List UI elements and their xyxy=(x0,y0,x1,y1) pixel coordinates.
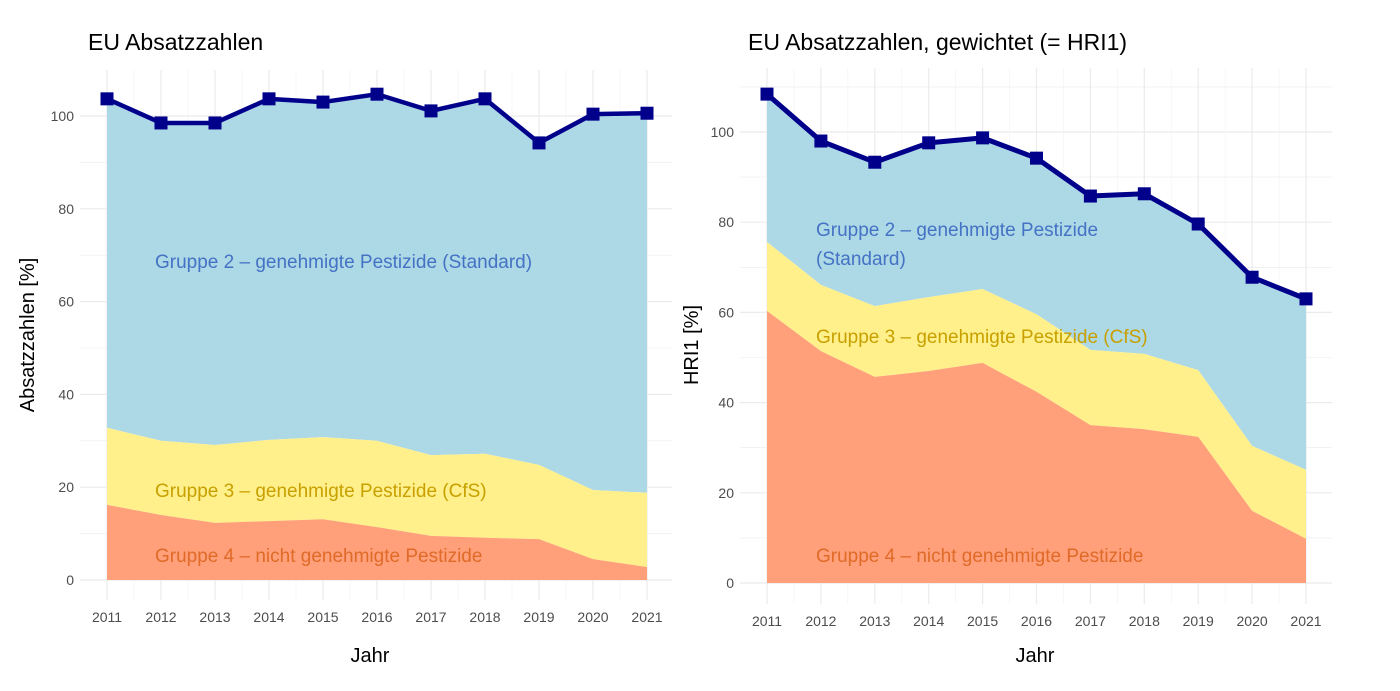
total-point xyxy=(976,131,990,145)
total-point xyxy=(100,92,114,106)
total-point xyxy=(316,95,330,109)
total-point xyxy=(760,87,774,101)
y-axis-label: Absatzzahlen [%] xyxy=(17,258,39,413)
total-point xyxy=(262,92,276,106)
y-tick-label: 80 xyxy=(58,201,74,217)
label-group3: Gruppe 3 – genehmigte Pestizide (CfS) xyxy=(155,481,487,502)
total-point xyxy=(478,92,492,106)
x-tick-label: 2012 xyxy=(805,613,836,629)
area-group4 xyxy=(767,311,1306,583)
y-tick-label: 40 xyxy=(58,386,74,402)
total-point xyxy=(1299,292,1313,306)
x-tick-label: 2019 xyxy=(523,609,554,625)
y-tick-label: 100 xyxy=(711,124,735,140)
chart-right: EU Absatzzahlen, gewichtet (= HRI1) Jahr… xyxy=(681,29,1332,667)
x-tick-label: 2020 xyxy=(1237,613,1268,629)
chart-title: EU Absatzzahlen xyxy=(88,29,263,55)
total-point xyxy=(640,106,654,120)
x-axis-label: Jahr xyxy=(1016,645,1055,667)
x-tick-label: 2013 xyxy=(859,613,890,629)
y-tick-label: 0 xyxy=(66,572,74,588)
label-group2: Gruppe 2 – genehmigte Pestizide xyxy=(816,220,1098,241)
total-point xyxy=(1083,189,1097,203)
total-point xyxy=(370,87,384,101)
x-tick-label: 2018 xyxy=(469,609,500,625)
x-tick-label: 2012 xyxy=(145,609,176,625)
x-tick-label: 2017 xyxy=(415,609,446,625)
x-tick-label: 2015 xyxy=(967,613,998,629)
label-group4: Gruppe 4 – nicht genehmigte Pestizide xyxy=(816,546,1143,567)
x-tick-label: 2020 xyxy=(577,609,608,625)
y-tick-label: 20 xyxy=(58,479,74,495)
y-tick-label: 60 xyxy=(58,294,74,310)
total-point xyxy=(922,136,936,150)
x-tick-label: 2013 xyxy=(199,609,230,625)
x-tick-label: 2011 xyxy=(752,613,782,629)
total-point xyxy=(814,134,828,148)
x-tick-label: 2014 xyxy=(913,613,944,629)
total-point xyxy=(1137,187,1151,201)
chart-title: EU Absatzzahlen, gewichtet (= HRI1) xyxy=(748,29,1127,55)
total-point xyxy=(1245,270,1259,284)
area-group3 xyxy=(107,427,647,568)
label-group2-cont: (Standard) xyxy=(816,249,906,270)
y-tick-label: 40 xyxy=(718,395,734,411)
x-tick-label: 2021 xyxy=(1290,613,1321,629)
area-group2 xyxy=(767,94,1306,470)
total-point xyxy=(868,155,882,169)
x-tick-label: 2021 xyxy=(631,609,662,625)
x-tick-label: 2011 xyxy=(92,609,122,625)
total-point xyxy=(154,116,168,130)
chart-left: EU Absatzzahlen Jahr Absatzzahlen [%] Gr… xyxy=(17,29,672,667)
area-group2 xyxy=(107,94,647,493)
area-group3 xyxy=(767,242,1306,539)
x-tick-label: 2014 xyxy=(253,609,284,625)
x-tick-label: 2019 xyxy=(1183,613,1214,629)
x-tick-label: 2016 xyxy=(1021,613,1052,629)
y-tick-label: 80 xyxy=(718,214,734,230)
area-group4 xyxy=(107,504,647,580)
x-axis-label: Jahr xyxy=(351,645,390,667)
x-tick-label: 2017 xyxy=(1075,613,1106,629)
total-point xyxy=(1030,151,1043,165)
total-point xyxy=(424,104,438,118)
y-axis-label: HRI1 [%] xyxy=(681,305,703,385)
total-point xyxy=(208,116,222,130)
y-tick-label: 0 xyxy=(726,575,734,591)
x-tick-label: 2018 xyxy=(1129,613,1160,629)
label-group4: Gruppe 4 – nicht genehmigte Pestizide xyxy=(155,546,482,567)
y-tick-label: 60 xyxy=(718,304,734,320)
label-group2: Gruppe 2 – genehmigte Pestizide (Standar… xyxy=(155,252,532,273)
x-tick-label: 2016 xyxy=(361,609,392,625)
total-point xyxy=(1191,217,1205,231)
x-tick-label: 2015 xyxy=(307,609,338,625)
total-point xyxy=(586,107,600,121)
total-point xyxy=(532,136,546,150)
y-tick-label: 100 xyxy=(51,108,75,124)
y-tick-label: 20 xyxy=(718,485,734,501)
label-group3: Gruppe 3 – genehmigte Pestizide (CfS) xyxy=(816,327,1148,348)
